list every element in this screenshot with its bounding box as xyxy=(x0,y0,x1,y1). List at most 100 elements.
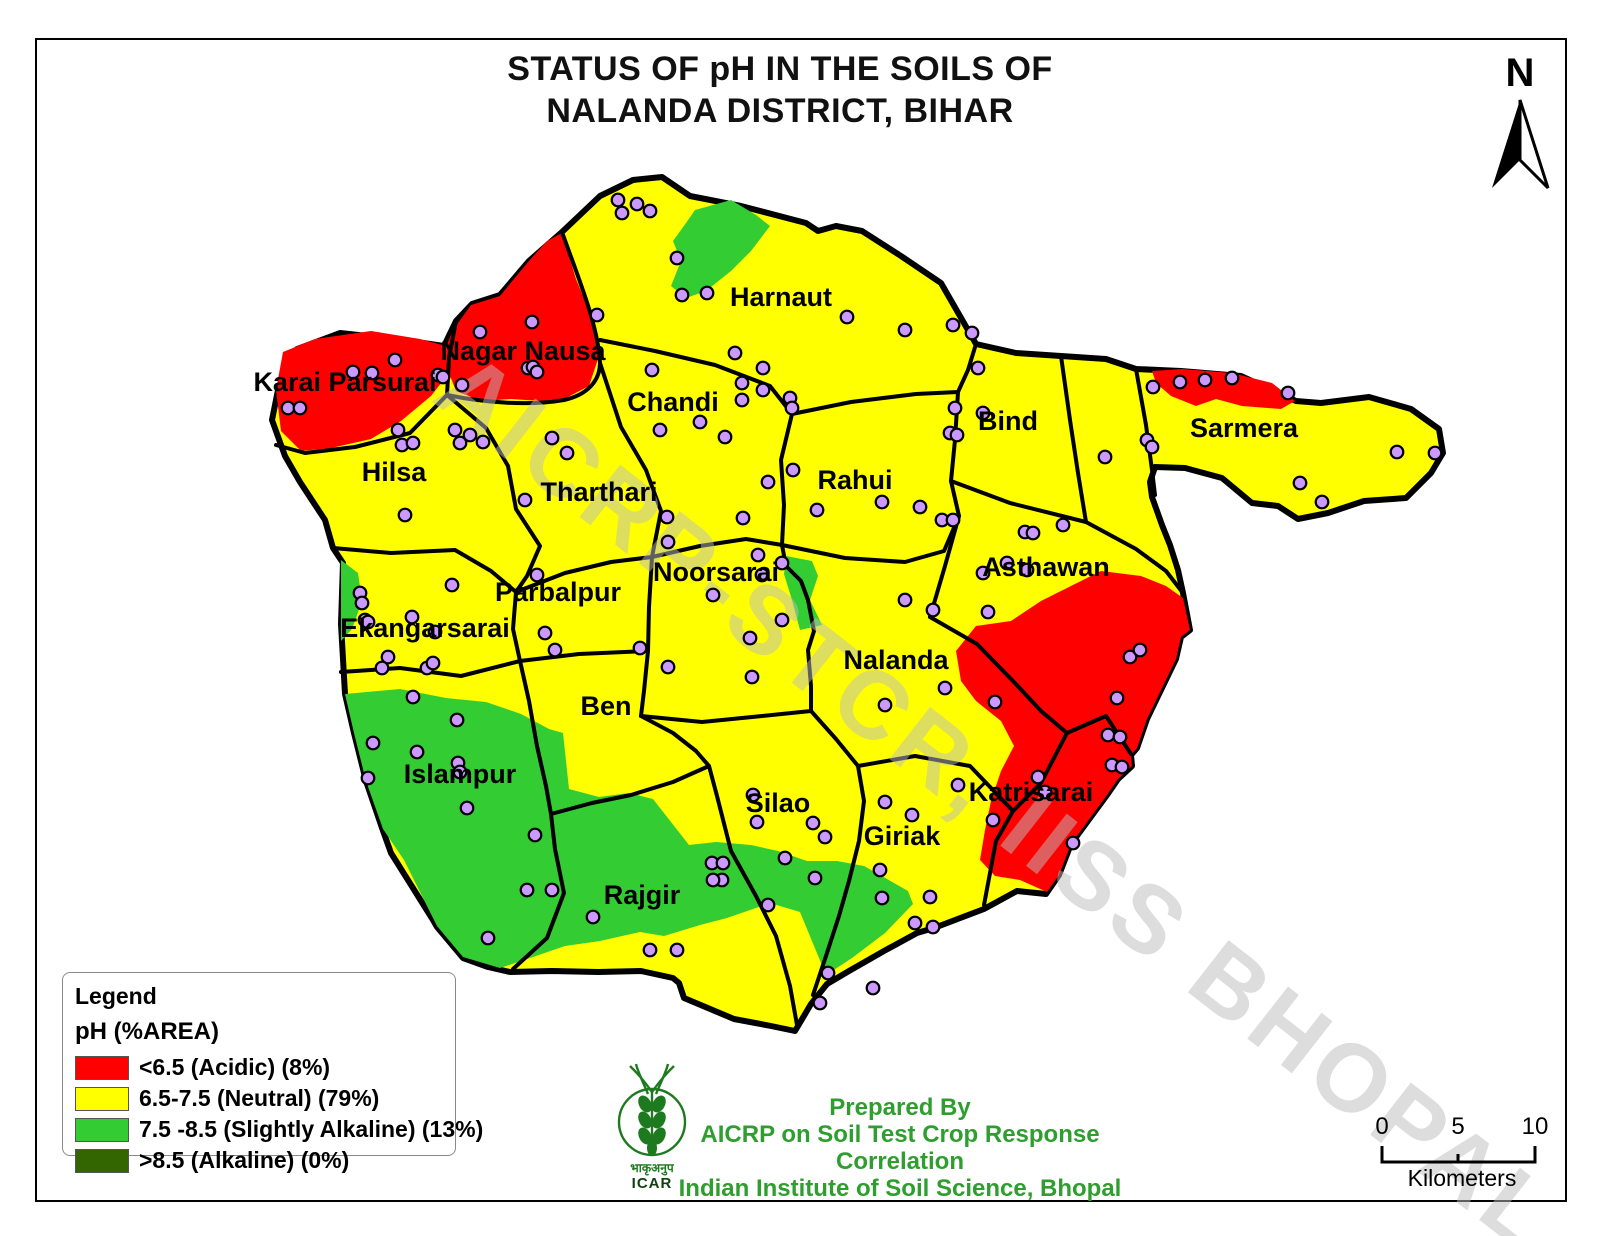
soil-sample-point xyxy=(427,624,443,640)
wheat-icon xyxy=(629,1063,675,1156)
region-label-rajgir: Rajgir xyxy=(604,880,681,910)
soil-sample-point xyxy=(1132,642,1148,658)
soil-sample-point xyxy=(1427,445,1443,461)
prepared-by-line2: AICRP on Soil Test Crop Response Correla… xyxy=(700,1121,1100,1175)
soil-sample-point xyxy=(749,814,765,830)
soil-sample-point xyxy=(717,429,733,445)
region-label-silao: Silao xyxy=(746,788,811,818)
soil-sample-point xyxy=(529,567,545,583)
soil-sample-point xyxy=(1055,517,1071,533)
soil-sample-point xyxy=(912,499,928,515)
north-label: N xyxy=(1506,52,1535,95)
sample-points xyxy=(280,192,1443,1011)
soil-sample-point xyxy=(632,640,648,656)
slightly-alkaline-zones xyxy=(341,200,913,975)
soil-sample-point xyxy=(777,850,793,866)
soil-sample-point xyxy=(1122,649,1138,665)
region-label-karai-parsurai: Karai Parsurai xyxy=(253,367,436,397)
soil-sample-point xyxy=(524,314,540,330)
soil-sample-point xyxy=(390,422,406,438)
soil-sample-point xyxy=(452,435,468,451)
soil-sample-point xyxy=(1114,759,1130,775)
soil-sample-point xyxy=(754,567,770,583)
region-label-sarmera: Sarmera xyxy=(1190,413,1299,443)
north-arrow: N xyxy=(1492,52,1550,190)
soil-sample-point xyxy=(660,534,676,550)
soil-sample-point xyxy=(785,462,801,478)
soil-sample-point xyxy=(454,377,470,393)
soil-sample-point xyxy=(980,604,996,620)
soil-sample-point xyxy=(774,612,790,628)
region-label-giriak: Giriak xyxy=(864,821,942,851)
soil-sample-point xyxy=(755,382,771,398)
soil-sample-point xyxy=(784,400,800,416)
soil-sample-point xyxy=(660,659,676,675)
soil-sample-point xyxy=(945,317,961,333)
soil-sample-point xyxy=(807,870,823,886)
legend-item: >8.5 (Alkaline) (0%) xyxy=(75,1145,443,1176)
soil-sample-point xyxy=(1314,494,1330,510)
soil-sample-point xyxy=(380,649,396,665)
soil-sample-point xyxy=(925,602,941,618)
soil-sample-point xyxy=(745,787,761,803)
legend-label: 6.5-7.5 (Neutral) (79%) xyxy=(139,1085,380,1111)
soil-sample-point xyxy=(292,400,308,416)
soil-sample-point xyxy=(874,890,890,906)
soil-sample-point xyxy=(537,625,553,641)
region-label-nagar-nausa: Nagar Nausa xyxy=(440,336,606,366)
soil-sample-point xyxy=(1197,372,1213,388)
soil-sample-point xyxy=(1030,769,1046,785)
soil-sample-point xyxy=(744,669,760,685)
soil-sample-point xyxy=(652,422,668,438)
soil-sample-point xyxy=(812,995,828,1011)
soil-sample-point xyxy=(904,807,920,823)
block-borders xyxy=(274,230,1185,1027)
legend-items: <6.5 (Acidic) (8%) 6.5-7.5 (Neutral) (79%… xyxy=(75,1052,483,1176)
soil-sample-point xyxy=(669,250,685,266)
soil-sample-point xyxy=(527,827,543,843)
soil-sample-point xyxy=(922,889,938,905)
legend-heading: Legend xyxy=(75,983,157,1009)
soil-sample-point xyxy=(839,309,855,325)
soil-sample-point xyxy=(462,427,478,443)
region-label-noorsarai: Noorsarai xyxy=(653,557,779,587)
soil-sample-point xyxy=(727,345,743,361)
soil-sample-point xyxy=(1100,727,1116,743)
soil-sample-point xyxy=(705,587,721,603)
soil-sample-point xyxy=(734,392,750,408)
soil-sample-point xyxy=(459,800,475,816)
soil-sample-point xyxy=(809,502,825,518)
soil-sample-point xyxy=(1172,374,1188,390)
icar-hindi-text: भाकृअनुप xyxy=(630,1161,675,1176)
soil-sample-point xyxy=(877,794,893,810)
scale-unit-label: Kilometers xyxy=(1408,1165,1517,1191)
icar-name-text: ICAR xyxy=(632,1175,673,1192)
soil-sample-point xyxy=(925,919,941,935)
soil-sample-point xyxy=(937,680,953,696)
soil-sample-point xyxy=(949,427,965,443)
soil-sample-point xyxy=(374,660,390,676)
soil-sample-point xyxy=(750,547,766,563)
soil-sample-point xyxy=(760,474,776,490)
soil-sample-point xyxy=(865,980,881,996)
legend-label: >8.5 (Alkaline) (0%) xyxy=(139,1147,350,1173)
soil-sample-point xyxy=(1019,562,1035,578)
soil-sample-point xyxy=(642,942,658,958)
soil-sample-point xyxy=(817,829,833,845)
soil-sample-point xyxy=(1037,784,1053,800)
soil-sample-point xyxy=(1389,444,1405,460)
soil-sample-point xyxy=(559,445,575,461)
soil-sample-point xyxy=(1065,835,1081,851)
soil-sample-point xyxy=(897,322,913,338)
soil-sample-point xyxy=(610,192,626,208)
region-label-asthawan: Asthawan xyxy=(982,552,1110,582)
region-label-katrisarai: Katrisarai xyxy=(969,777,1094,807)
soil-sample-point xyxy=(1145,379,1161,395)
legend-item: 7.5 -8.5 (Slightly Alkaline) (13%) xyxy=(75,1114,483,1145)
soil-sample-point xyxy=(447,422,463,438)
legend-swatch-neutral xyxy=(75,1086,129,1111)
soil-sample-point xyxy=(475,434,491,450)
soil-sample-point xyxy=(360,770,376,786)
soil-sample-point xyxy=(425,655,441,671)
